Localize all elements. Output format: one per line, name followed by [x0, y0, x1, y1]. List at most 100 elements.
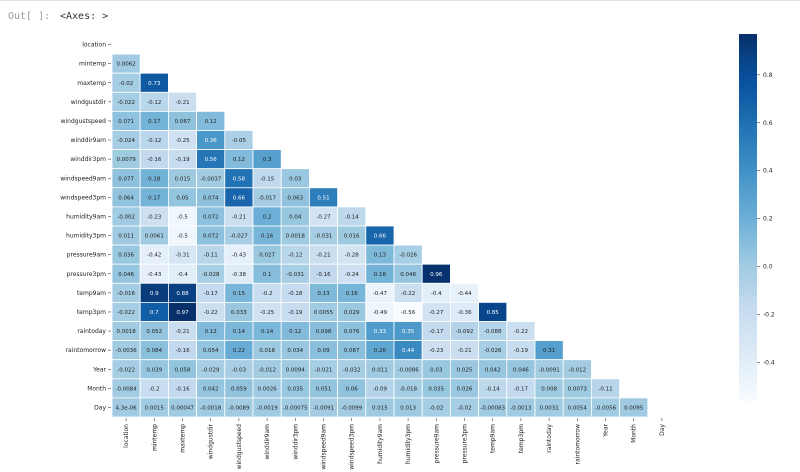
- output-text: <Axes: >: [60, 11, 109, 22]
- cell-value: -0.22: [204, 310, 218, 316]
- cell-value: -0.05: [232, 138, 247, 144]
- row-label: raintoday: [77, 328, 106, 335]
- cell-value: -0.092: [456, 329, 474, 335]
- cell-value: -0.024: [117, 138, 135, 144]
- row-label: windgustdir: [71, 99, 107, 106]
- column-label: winddir3pm: [292, 424, 299, 460]
- cell-value: 0.36: [205, 138, 218, 144]
- cell-value: -0.25: [260, 310, 275, 316]
- cell-value: -0.17: [204, 291, 219, 297]
- row-labels: location mintemp maxtemp windgustdir windgus…: [60, 42, 111, 411]
- colorbar-tick-label: -0.4: [763, 360, 775, 367]
- cell-value: -0.021: [315, 367, 333, 373]
- colorbar-tick-label: 0.6: [763, 120, 773, 127]
- cell-value: -0.026: [484, 348, 502, 354]
- cell-value: -0.012: [258, 367, 276, 373]
- cell-value: 0.88: [176, 291, 189, 297]
- cell-value: 0.072: [203, 234, 219, 240]
- cell-value: -0.49: [373, 310, 388, 316]
- cell-value: 0.071: [118, 119, 134, 125]
- cell-value: -0.28: [345, 253, 360, 259]
- cell-value: 0.16: [261, 234, 274, 240]
- cell-value: -0.0086: [397, 367, 419, 373]
- row-label: raintomorrow: [66, 347, 107, 354]
- colorbar-tick-label: 0.2: [763, 216, 773, 223]
- cell-value: 0.072: [203, 214, 219, 220]
- cell-value: 0.046: [513, 367, 529, 373]
- row-label: Day: [94, 404, 106, 411]
- cell-value: 0.098: [316, 329, 332, 335]
- cell-value: 0.66: [374, 234, 387, 240]
- cell-value: -0.11: [598, 386, 612, 392]
- cell-value: -0.0091: [313, 405, 334, 411]
- column-label: humidity3pm: [405, 424, 412, 464]
- column-label: location: [123, 424, 130, 448]
- cell-value: 0.074: [203, 195, 219, 201]
- cell-value: -0.029: [202, 367, 220, 373]
- cell-value: -0.02: [457, 405, 471, 411]
- cell-value: 0.51: [317, 195, 329, 201]
- cell-value: 0.0026: [257, 386, 277, 392]
- column-label: windspeed3pm: [349, 424, 356, 470]
- cell-value: 0.97: [176, 310, 189, 316]
- cell-value: -0.0056: [595, 405, 617, 411]
- cell-value: 0.44: [402, 348, 415, 354]
- cell-value: -0.002: [117, 214, 135, 220]
- cell-value: -0.19: [288, 310, 303, 316]
- cell-value: -0.026: [399, 253, 417, 259]
- colorbar-gradient: [739, 34, 757, 401]
- column-label: maxtemp: [180, 424, 187, 453]
- cell-value: 0.077: [118, 176, 134, 182]
- cell-value: 0.035: [287, 386, 303, 392]
- cell-value: -0.12: [147, 138, 161, 144]
- cell-value: 0.0061: [145, 234, 164, 240]
- cell-value: 0.015: [372, 405, 388, 411]
- cell-value: 0.13: [374, 253, 387, 259]
- cell-value: -0.31: [175, 253, 189, 259]
- row-label: location: [82, 42, 106, 49]
- row-label: Year: [92, 366, 106, 373]
- cell-value: 0.33: [374, 329, 387, 335]
- cell-value: 0.56: [205, 157, 218, 163]
- cell-value: 0.73: [148, 81, 161, 87]
- cell-value: 0.018: [259, 348, 275, 354]
- cell-value: 0.2: [263, 214, 272, 220]
- column-label: mintemp: [151, 424, 158, 451]
- cell-value: -0.0019: [256, 405, 278, 411]
- cell-value: -0.21: [175, 100, 189, 106]
- column-label: raintoday: [546, 424, 553, 453]
- cell-value: 0.0018: [286, 234, 306, 240]
- cell-value: 0.0054: [568, 405, 588, 411]
- cell-value: -0.43: [232, 253, 247, 259]
- cell-value: 0.06: [346, 386, 359, 392]
- cell-value: -0.022: [117, 310, 135, 316]
- cell-value: 0.035: [428, 386, 444, 392]
- cell-value: 0.033: [231, 310, 247, 316]
- cell-value: 0.0062: [116, 62, 135, 68]
- cell-value: 0.12: [289, 329, 301, 335]
- row-label: pressure9am: [67, 252, 106, 259]
- cell-value: -0.02: [119, 81, 133, 87]
- cell-value: -0.38: [232, 272, 247, 278]
- cell-value: 0.03: [430, 367, 443, 373]
- cell-value: 4.3e-06: [116, 405, 138, 411]
- cell-value: -0.19: [514, 348, 529, 354]
- cell-value: 0.85: [487, 310, 500, 316]
- cell-value: 0.96: [430, 272, 443, 278]
- cell-value: -0.0036: [115, 348, 137, 354]
- cell-value: 0.66: [233, 195, 246, 201]
- cell-value: -0.022: [117, 100, 135, 106]
- cell-value: -0.4: [431, 291, 442, 297]
- row-label: maxtemp: [77, 80, 106, 87]
- column-label: windspeed9am: [321, 424, 328, 470]
- cell-value: 0.036: [118, 253, 134, 259]
- cell-value: 0.015: [175, 176, 191, 182]
- cell-value: 0.18: [148, 176, 161, 182]
- cell-value: -0.4: [177, 272, 188, 278]
- cell-value: 0.029: [344, 310, 360, 316]
- cell-value: 0.09: [317, 348, 330, 354]
- cell-value: 0.087: [344, 348, 360, 354]
- cell-value: 0.0031: [539, 405, 558, 411]
- colorbar-tick-label: -0.2: [763, 312, 775, 319]
- cell-value: -0.16: [316, 272, 331, 278]
